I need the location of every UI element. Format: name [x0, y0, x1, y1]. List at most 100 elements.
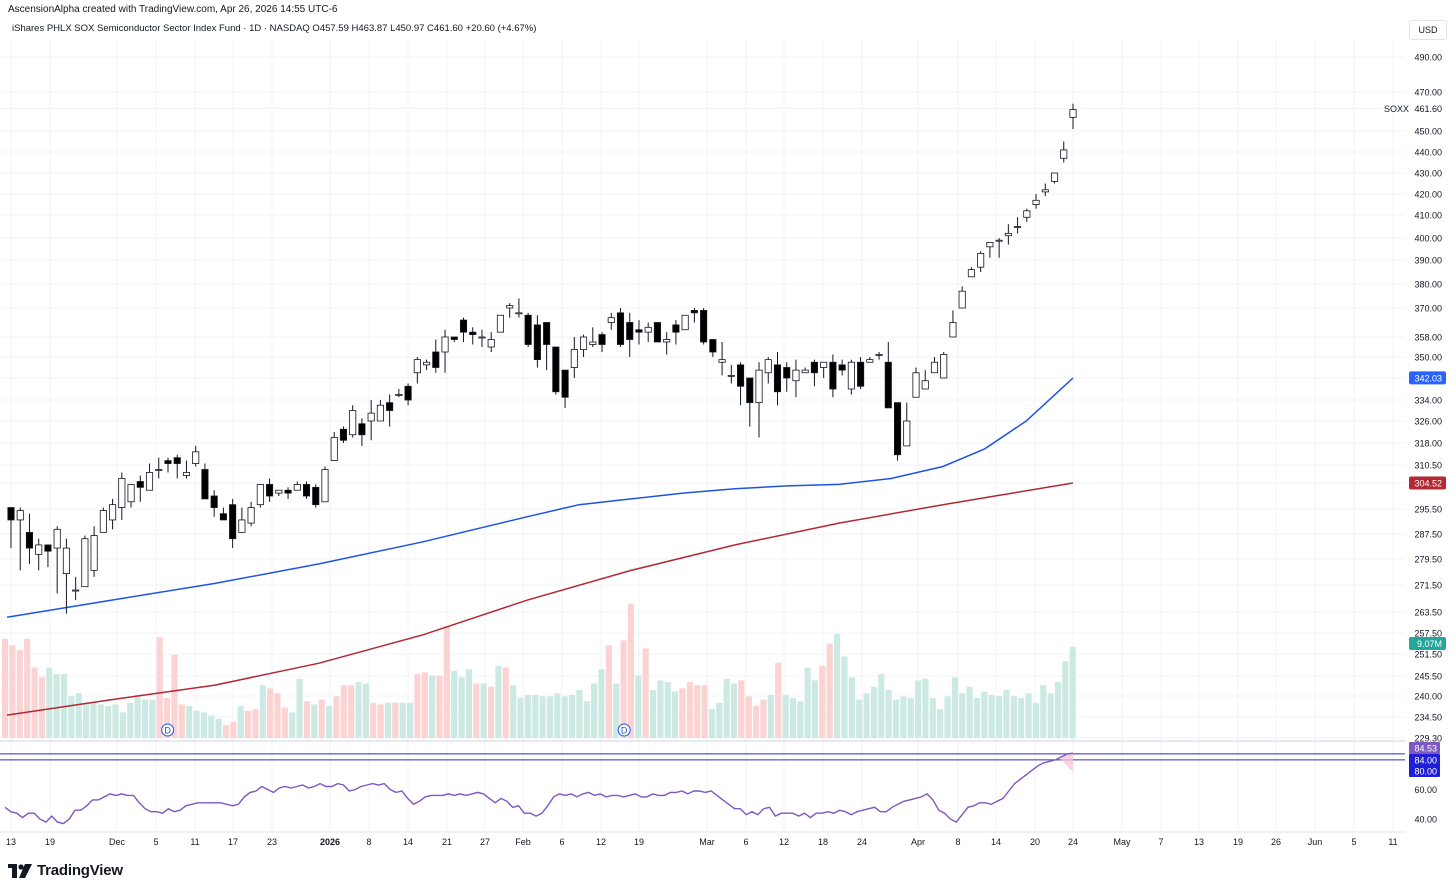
- candle-body: [755, 369, 763, 404]
- time-tick-label: Apr: [911, 837, 925, 847]
- candle-body: [238, 519, 246, 533]
- volume-bar: [819, 666, 826, 738]
- time-axis[interactable]: 13 19 Dec 5 11 17 23 2026 8 14 21 27 Feb 6 12 19 Mar 6 12 1…: [0, 831, 1405, 847]
- candle-body: [256, 484, 264, 506]
- price-tick-label: 334.00: [1414, 396, 1442, 406]
- time-tick-label: 18: [818, 837, 828, 847]
- candle-body: [376, 404, 384, 422]
- candle: [663, 332, 671, 355]
- symbol-title-bar[interactable]: iShares PHLX SOX Semiconductor Sector In…: [12, 23, 537, 34]
- candle-body: [386, 402, 394, 411]
- volume-bar: [973, 698, 981, 738]
- price-tick-label: 263.50: [1414, 608, 1442, 618]
- volume-bar: [112, 704, 119, 738]
- time-tick-label: 20: [1030, 837, 1040, 847]
- time-tick-label: 13: [1194, 837, 1204, 847]
- candle-body: [395, 394, 403, 396]
- volume-bar: [745, 696, 752, 738]
- candle-body: [35, 544, 43, 555]
- volume-bar: [988, 694, 995, 738]
- candle: [755, 362, 763, 438]
- candle: [580, 334, 588, 357]
- volume-bar: [568, 694, 576, 738]
- tradingview-logo[interactable]: TradingView: [8, 862, 123, 879]
- candle-body: [515, 312, 523, 315]
- candle: [349, 405, 357, 438]
- volume-bar: [789, 698, 797, 738]
- volume-bar: [156, 637, 163, 738]
- candle-body: [1060, 149, 1068, 159]
- candle: [441, 329, 449, 373]
- volume-bar: [230, 722, 237, 738]
- time-tick-label: 14: [991, 837, 1001, 847]
- volume-bar: [804, 667, 811, 738]
- candle: [866, 357, 874, 363]
- candle-body: [977, 252, 985, 268]
- candle: [44, 544, 52, 568]
- candle: [229, 498, 237, 549]
- candle: [256, 484, 264, 508]
- candle: [644, 322, 652, 342]
- candle: [275, 489, 283, 496]
- volume-bar: [539, 696, 546, 738]
- volume-bar: [775, 662, 782, 738]
- candle: [921, 370, 929, 390]
- time-tick-label: 11: [190, 837, 199, 847]
- volume-bar: [340, 685, 347, 738]
- dividend-marker[interactable]: D: [161, 723, 175, 737]
- volume-bar: [1040, 685, 1047, 738]
- volume-bar: [966, 686, 973, 738]
- candlesticks[interactable]: [7, 103, 1077, 614]
- volume-bar: [377, 704, 384, 738]
- price-tick-label: 410.00: [1414, 211, 1442, 221]
- currency-selector[interactable]: USD: [1409, 20, 1447, 40]
- price-tick-label: 470.00: [1414, 88, 1442, 98]
- tradingview-logo-icon: [8, 863, 32, 878]
- volume-bar: [487, 686, 495, 738]
- price-tick-label: 461.60: [1414, 104, 1442, 114]
- logo-text: TradingView: [37, 862, 123, 879]
- candle: [284, 487, 292, 499]
- dividend-label: D: [621, 726, 628, 736]
- candle: [958, 286, 966, 309]
- volume-bar: [1003, 690, 1010, 738]
- dividend-marker[interactable]: D: [617, 723, 631, 737]
- time-tick-label: 13: [6, 837, 16, 847]
- chart-credit: AscensionAlpha created with TradingView.…: [8, 4, 338, 15]
- volume-bar: [46, 667, 53, 738]
- volume-bar: [406, 702, 414, 738]
- candle-body: [884, 361, 892, 409]
- price-tick-label: 229.30: [1414, 734, 1442, 744]
- volume-bar: [178, 704, 185, 738]
- price-tick-label: 358.00: [1414, 333, 1442, 343]
- candle: [838, 359, 846, 376]
- candle: [801, 367, 809, 374]
- price-tick-label: 400.00: [1414, 234, 1442, 244]
- volume-bar: [554, 693, 561, 738]
- candle-body: [247, 507, 255, 524]
- volume-bar: [281, 707, 288, 738]
- candle-body: [219, 513, 227, 521]
- volume-bar: [267, 688, 274, 738]
- candle: [727, 364, 735, 384]
- volume-bar: [1010, 696, 1017, 738]
- candle: [201, 463, 209, 500]
- candle-body: [857, 361, 865, 387]
- rsi-value-label: 84.00: [1414, 756, 1437, 766]
- volume-bar: [576, 690, 583, 738]
- candle-body: [533, 324, 541, 361]
- candle: [339, 426, 347, 443]
- candle: [893, 402, 902, 461]
- price-axis[interactable]: 490.00 470.00 461.60 450.00 440.00 430.00 420.…: [1384, 53, 1446, 744]
- candle-body: [478, 336, 486, 339]
- rsi-tick-label: 40.00: [1414, 815, 1437, 825]
- volume-bar: [716, 702, 723, 738]
- candle: [330, 432, 338, 462]
- volume-bar: [443, 626, 450, 738]
- candle-body: [995, 239, 1003, 242]
- candle-body: [598, 334, 606, 345]
- candle: [293, 481, 301, 491]
